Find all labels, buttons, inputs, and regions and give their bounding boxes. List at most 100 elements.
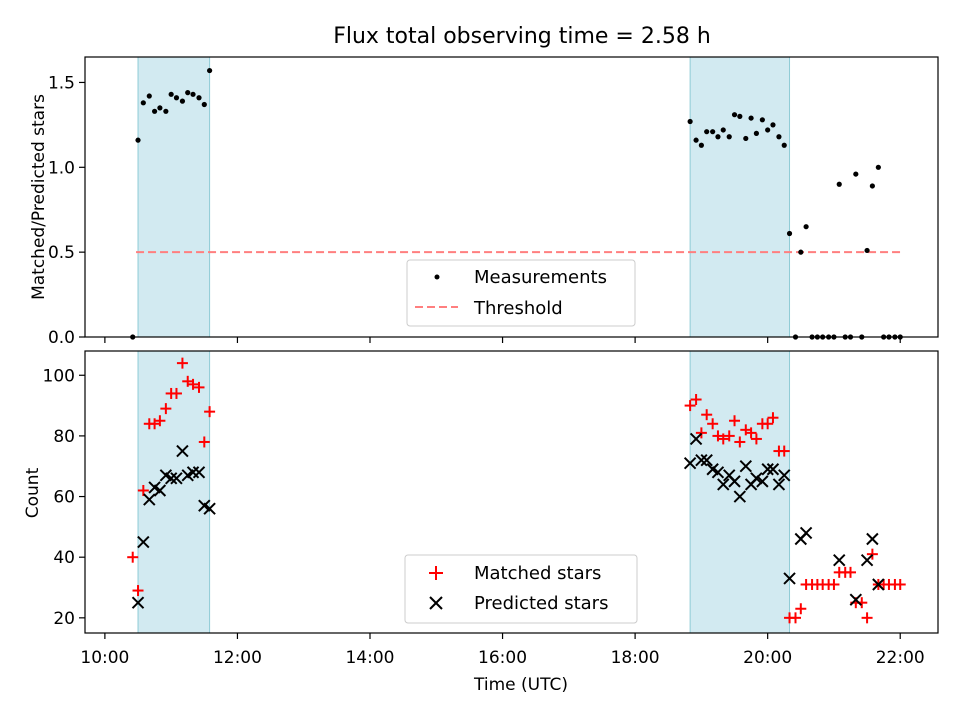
bottom-span-1	[689, 350, 791, 634]
measurement-point	[207, 67, 213, 74]
measurement-point	[140, 100, 146, 106]
measurement-point	[731, 112, 738, 118]
predicted-star-point	[866, 532, 879, 546]
measurement-point	[786, 230, 793, 237]
x-b	[164, 472, 178, 485]
measurement-point	[146, 93, 152, 99]
measurement-point	[869, 183, 875, 189]
x-b	[833, 554, 846, 567]
measurement-point	[704, 129, 710, 135]
predicted-star-point	[131, 596, 145, 609]
bottom-ytick-label: 100	[43, 366, 75, 386]
measurement-point	[698, 142, 704, 148]
x-b	[137, 535, 150, 549]
bottom-ylabel: Count	[23, 467, 43, 518]
measurement-point	[135, 137, 141, 143]
matched-star-point	[137, 484, 149, 496]
matched-star-point	[750, 433, 762, 445]
x-b	[866, 532, 879, 546]
bottom-legend-box	[404, 554, 638, 624]
bottom-ytick-label: 60	[53, 488, 75, 508]
matched-star-point	[176, 357, 188, 369]
matched-star-point	[795, 603, 807, 615]
measurement-point	[173, 95, 180, 101]
measurement-point	[853, 171, 859, 177]
predicted-star-point	[772, 478, 786, 491]
predicted-star-point	[799, 526, 813, 540]
matched-star-point	[717, 433, 729, 445]
matched-star-point	[690, 394, 702, 406]
predicted-star-point	[711, 466, 725, 479]
x-b	[860, 554, 874, 567]
xtick-label: 18:00	[611, 648, 660, 668]
bottom-ytick-label: 20	[53, 609, 75, 629]
legend-predicted-label: Predicted stars	[474, 593, 608, 614]
matched-star-point	[204, 406, 216, 418]
predicted-star-point	[783, 572, 796, 585]
predicted-star-point	[761, 463, 774, 476]
x-b	[778, 469, 791, 482]
matched-star-point	[198, 436, 210, 448]
measurement-point	[770, 122, 776, 128]
matched-star-point	[707, 418, 719, 430]
predicted-star-point	[766, 463, 780, 476]
x-axis-label: Time (UTC)	[473, 675, 568, 695]
predicted-star-point	[203, 502, 216, 515]
measurement-point	[693, 137, 699, 143]
x-b	[766, 463, 780, 476]
x-b	[176, 444, 189, 458]
measurement-point	[185, 90, 191, 96]
matched-star-point	[861, 612, 873, 624]
matched-star-point	[132, 585, 144, 597]
x-b	[799, 526, 813, 540]
predicted-star-point	[728, 475, 741, 488]
matched-star-point	[695, 427, 707, 439]
xtick-label: 14:00	[345, 648, 394, 668]
bottom-axes-frame	[84, 350, 939, 634]
x-b	[733, 490, 747, 503]
matched-star-point	[701, 409, 713, 421]
bottom-y-ticks: 20 40 60 80 100	[43, 366, 85, 629]
measurement-point	[759, 117, 765, 123]
top-axes-frame	[84, 56, 939, 338]
predicted-star-point	[833, 554, 846, 567]
predicted-star-point	[750, 472, 763, 485]
matched-star-point	[734, 436, 746, 448]
predicted-star-point	[849, 593, 863, 606]
legend-matched-label: Matched stars	[474, 563, 601, 584]
top-ytick-label: 0.0	[48, 328, 75, 348]
matched-star-point	[729, 415, 741, 427]
xtick-label: 22:00	[876, 648, 925, 668]
legend-predicted-marker	[429, 596, 443, 610]
measurement-point	[196, 95, 202, 101]
bottom-ytick-label: 40	[53, 548, 75, 568]
predicted-star-point	[153, 484, 167, 497]
predicted-star-point	[683, 456, 697, 470]
matched-star-point	[828, 578, 840, 590]
x-b	[700, 453, 713, 467]
x-b	[143, 493, 156, 506]
measurement-point	[781, 142, 787, 148]
top-ylabel: Matched/Predicted stars	[29, 94, 49, 300]
top-ytick-label: 1.0	[48, 158, 75, 178]
measurement-point	[765, 127, 771, 133]
matched-star-point	[866, 548, 878, 560]
top-panel: 0.0 0.5 1.0 1.5 Matched/Predicted stars Mea…	[29, 56, 939, 348]
x-b	[756, 475, 769, 488]
top-highlight-spans	[137, 56, 791, 338]
matched-star-point	[170, 387, 182, 399]
predicted-star-point	[143, 493, 156, 506]
predicted-star-point	[164, 472, 178, 485]
x-b	[192, 466, 206, 479]
measurement-point	[776, 134, 782, 140]
measurement-point	[726, 134, 732, 140]
x-b	[170, 472, 183, 485]
predicted-star-point	[717, 478, 730, 491]
measurement-point	[803, 224, 809, 230]
x-b	[761, 463, 774, 476]
predicted-star-point	[733, 490, 747, 503]
measurement-point	[864, 247, 870, 254]
xtick-label: 10:00	[80, 648, 129, 668]
bottom-ytick-label: 80	[53, 427, 75, 447]
x-b	[739, 460, 753, 473]
